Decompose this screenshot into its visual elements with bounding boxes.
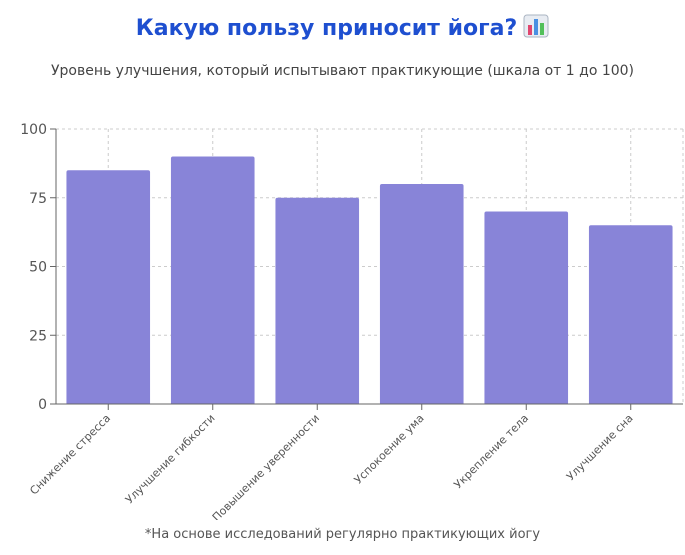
bar-6[interactable] (588, 225, 673, 404)
y-tick-label: 50 (29, 260, 47, 276)
bar-3[interactable] (275, 197, 360, 404)
x-tick-label: Улучшение сна (564, 412, 636, 484)
bar-1[interactable] (66, 170, 151, 404)
x-tick-label: Успокоение ума (352, 412, 427, 487)
bar-2[interactable] (170, 156, 255, 405)
y-tick-label: 75 (29, 191, 47, 207)
x-tick-label: Повышение уверенности (210, 412, 322, 520)
x-tick-label: Укрепление тела (451, 412, 531, 492)
bar-5[interactable] (484, 211, 569, 405)
x-tick-label: Улучшение гибкости (123, 412, 218, 507)
chart-title: Какую пользу приносит йога? (0, 14, 685, 44)
bar-chart: 0 25 50 75 100 Снижение стресса Улучшение гибк… (20, 122, 684, 520)
x-tick-label: Снижение стресса (27, 412, 113, 498)
chart-footnote: *На основе исследований регулярно практи… (144, 527, 541, 542)
y-tick-label: 25 (29, 328, 47, 344)
chart-subtitle: Уровень улучшения, который испытывают пр… (50, 63, 635, 79)
bar-chart-emoji-icon (523, 14, 549, 44)
axes (50, 128, 683, 410)
bars (66, 156, 673, 405)
bar-4[interactable] (379, 184, 464, 404)
y-tick-label: 0 (38, 397, 47, 413)
y-tick-label: 100 (20, 122, 47, 138)
chart-title-text: Какую пользу приносит йога? (135, 16, 518, 41)
